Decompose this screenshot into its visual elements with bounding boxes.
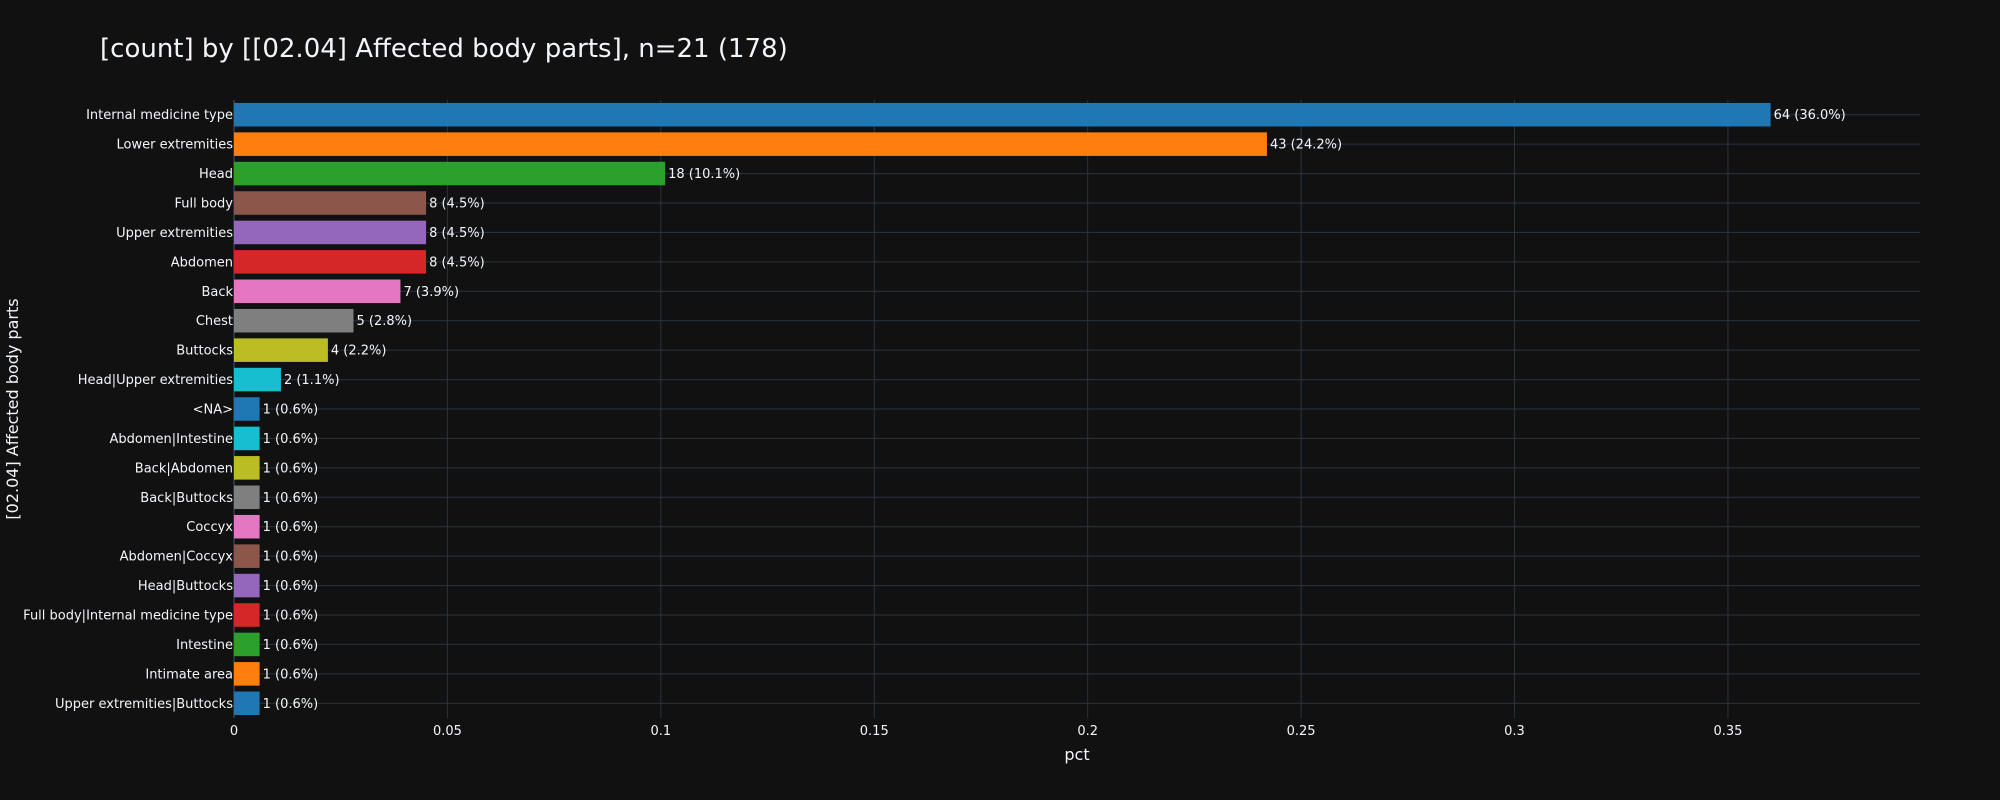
data-labels: 64 (36.0%) 43 (24.2%) 18 (10.1%) 8 (4.5%) 8 … <box>263 108 1846 712</box>
bars <box>234 102 1771 716</box>
bar-data-label: 1 (0.6%) <box>263 667 319 682</box>
y-tick-label: Lower extremities <box>117 138 234 153</box>
y-tick-label: Upper extremities <box>116 226 233 241</box>
bar-data-label: 1 (0.6%) <box>263 609 319 624</box>
y-tick-label: Upper extremities|Buttocks <box>55 697 233 712</box>
bar <box>234 485 260 510</box>
bar-data-label: 8 (4.5%) <box>429 226 485 241</box>
bar <box>234 279 401 304</box>
y-tick-label: Full body|Internal medicine type <box>23 609 233 624</box>
bar <box>234 161 666 186</box>
x-tick-label: 0.1 <box>650 724 671 739</box>
bar-data-label: 8 (4.5%) <box>429 255 485 270</box>
bar <box>234 691 260 716</box>
chart-title: [count] by [[02.04] Affected body parts]… <box>100 34 788 64</box>
bar <box>234 514 260 539</box>
y-tick-label: Head <box>199 167 233 182</box>
bar-data-label: 1 (0.6%) <box>263 697 319 712</box>
bar-data-label: 1 (0.6%) <box>263 461 319 476</box>
x-tick-label: 0.2 <box>1077 724 1098 739</box>
bar-data-label: 1 (0.6%) <box>263 520 319 535</box>
x-axis-title: pct <box>1064 745 1089 764</box>
bar-data-label: 4 (2.2%) <box>331 344 387 359</box>
bar-data-label: 43 (24.2%) <box>1270 138 1342 153</box>
y-tick-label: Head|Buttocks <box>138 579 233 594</box>
y-tick-label: Internal medicine type <box>86 108 233 123</box>
bar-data-label: 1 (0.6%) <box>263 403 319 418</box>
bar <box>234 308 354 333</box>
bar <box>234 573 260 598</box>
bar-data-label: 1 (0.6%) <box>263 579 319 594</box>
x-tick-label: 0.05 <box>433 724 462 739</box>
bar-data-label: 5 (2.8%) <box>357 314 413 329</box>
x-tick-label: 0.3 <box>1504 724 1525 739</box>
bar <box>234 191 427 215</box>
y-tick-label: Buttocks <box>176 344 233 359</box>
bar <box>234 220 427 245</box>
bar-data-label: 64 (36.0%) <box>1774 108 1846 123</box>
bar <box>234 662 260 686</box>
bar-data-label: 18 (10.1%) <box>668 167 740 182</box>
bar-data-label: 1 (0.6%) <box>263 491 319 506</box>
y-tick-labels: Internal medicine type Lower extremities H… <box>23 108 233 712</box>
y-tick-label: Coccyx <box>186 520 233 535</box>
bar-data-label: 1 (0.6%) <box>263 550 319 565</box>
y-axis-title: [02.04] Affected body parts <box>3 298 22 519</box>
bar-data-label: 7 (3.9%) <box>403 285 459 300</box>
bar <box>234 544 260 568</box>
y-tick-label: Head|Upper extremities <box>78 373 233 388</box>
bar-data-label: 2 (1.1%) <box>284 373 340 388</box>
gridlines <box>233 100 1920 718</box>
y-tick-label: <NA> <box>193 403 233 418</box>
bar <box>234 338 328 362</box>
y-tick-label: Full body <box>174 197 233 212</box>
x-tick-label: 0.15 <box>860 724 889 739</box>
bar <box>234 132 1267 156</box>
bar-data-label: 1 (0.6%) <box>263 432 319 447</box>
x-tick-label: 0 <box>230 724 238 739</box>
bar <box>234 603 260 627</box>
x-tick-label: 0.35 <box>1713 724 1742 739</box>
y-tick-label: Back|Buttocks <box>140 491 233 506</box>
bar <box>234 456 260 480</box>
bar <box>234 102 1771 127</box>
y-tick-label: Chest <box>196 314 233 329</box>
bar <box>234 632 260 657</box>
y-tick-label: Abdomen|Coccyx <box>120 550 234 565</box>
y-tick-label: Back <box>201 285 233 300</box>
bar-data-label: 1 (0.6%) <box>263 638 319 653</box>
bar <box>234 426 260 451</box>
bar <box>234 397 260 421</box>
y-tick-label: Back|Abdomen <box>135 461 233 476</box>
x-tick-labels: 0 0.05 0.1 0.15 0.2 0.25 0.3 0.35 <box>230 724 1743 739</box>
x-tick-label: 0.25 <box>1287 724 1316 739</box>
bar <box>234 250 427 274</box>
bar <box>234 367 281 392</box>
y-tick-label: Abdomen <box>171 255 233 270</box>
y-tick-label: Abdomen|Intestine <box>109 432 233 447</box>
y-tick-label: Intestine <box>176 638 233 653</box>
bar-data-label: 8 (4.5%) <box>429 197 485 212</box>
y-tick-label: Intimate area <box>145 667 233 682</box>
